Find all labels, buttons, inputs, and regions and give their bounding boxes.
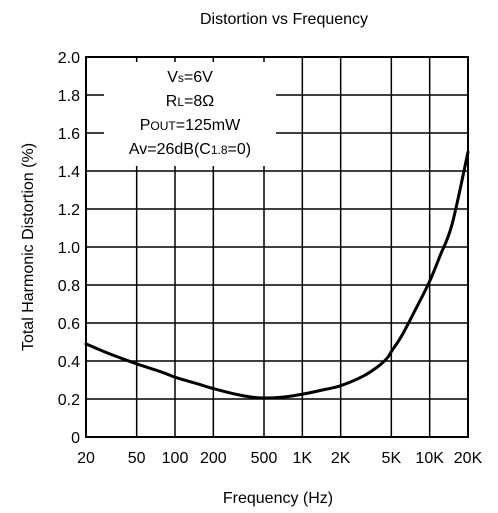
x-tick-label: 20K bbox=[454, 450, 483, 467]
condition-subscript: 1.8 bbox=[211, 143, 228, 157]
y-tick-label: 0.4 bbox=[58, 354, 80, 371]
condition-text: R bbox=[166, 93, 178, 110]
condition-text: =0) bbox=[228, 141, 252, 158]
x-tick-label: 200 bbox=[200, 450, 227, 467]
conditions-annotation: Vs=6V RL=8Ω POUT=125mW Av=26dB(C1.8=0) bbox=[129, 69, 251, 158]
plot-frame bbox=[85, 56, 469, 438]
conditions-box-background bbox=[104, 62, 276, 166]
condition-text: V bbox=[167, 69, 178, 86]
condition-text: =6V bbox=[184, 69, 213, 86]
y-tick-label: 1.4 bbox=[58, 164, 80, 181]
y-axis-label: Total Harmonic Distortion (%) bbox=[20, 143, 37, 351]
condition-subscript: OUT bbox=[150, 119, 176, 133]
x-tick-label: 5K bbox=[382, 450, 402, 467]
condition-subscript: L bbox=[177, 95, 184, 109]
x-tick-label: 1K bbox=[293, 450, 313, 467]
y-tick-label: 1.8 bbox=[58, 88, 80, 105]
y-tick-label: 2.0 bbox=[58, 50, 80, 67]
x-tick-label: 2K bbox=[331, 450, 351, 467]
x-tick-label: 100 bbox=[162, 450, 189, 467]
y-tick-label: 0.8 bbox=[58, 278, 80, 295]
y-tick-label: 0 bbox=[71, 430, 80, 447]
condition-line: Av=26dB(C1.8=0) bbox=[129, 141, 251, 158]
y-tick-label: 1.6 bbox=[58, 126, 80, 143]
condition-line: POUT=125mW bbox=[140, 117, 241, 134]
thd-curve-line bbox=[84, 150, 470, 400]
x-tick-label: 20 bbox=[77, 450, 95, 467]
x-tick-label: 500 bbox=[251, 450, 278, 467]
x-axis-label: Frequency (Hz) bbox=[223, 490, 333, 507]
x-tick-labels: 20 50 100 200 500 1K 2K 5K 10K 20K bbox=[77, 450, 482, 467]
condition-text: =125mW bbox=[176, 117, 241, 134]
y-tick-label: 1.2 bbox=[58, 202, 80, 219]
condition-line: Vs=6V bbox=[167, 69, 213, 86]
x-tick-label: 50 bbox=[128, 450, 146, 467]
condition-line: RL=8Ω bbox=[166, 93, 214, 110]
condition-text: P bbox=[140, 117, 151, 134]
y-tick-label: 0.6 bbox=[58, 316, 80, 333]
condition-text: =8Ω bbox=[184, 93, 214, 110]
y-tick-label: 1.0 bbox=[58, 240, 80, 257]
chart-title: Distortion vs Frequency bbox=[200, 11, 368, 28]
x-tick-label: 10K bbox=[415, 450, 444, 467]
y-tick-labels: 0 0.2 0.4 0.6 0.8 1.0 1.2 1.4 1.6 1.8 2.0 bbox=[58, 50, 80, 447]
condition-subscript: s bbox=[178, 71, 184, 85]
y-tick-label: 0.2 bbox=[58, 392, 80, 409]
condition-text: Av=26dB(C bbox=[129, 141, 211, 158]
